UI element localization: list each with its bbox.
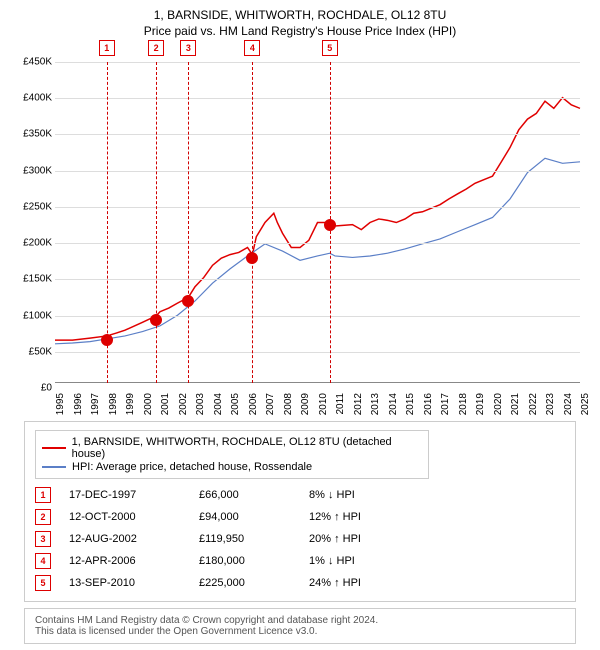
- x-axis-label: 2017: [440, 393, 451, 415]
- x-axis-label: 2022: [528, 393, 539, 415]
- x-axis-label: 2008: [283, 393, 294, 415]
- x-axis-label: 2010: [318, 393, 329, 415]
- x-axis-label: 2024: [563, 393, 574, 415]
- x-axis-label: 2015: [405, 393, 416, 415]
- y-axis-label: £0: [10, 383, 52, 394]
- footer-line1: Contains HM Land Registry data © Crown c…: [35, 615, 565, 626]
- sale-price: £225,000: [199, 577, 309, 589]
- y-axis-label: £50K: [10, 346, 52, 357]
- x-axis-label: 2005: [230, 393, 241, 415]
- x-axis-label: 2021: [510, 393, 521, 415]
- x-axis-label: 2025: [580, 393, 591, 415]
- y-axis-label: £450K: [10, 57, 52, 68]
- sale-date: 12-APR-2006: [69, 555, 199, 567]
- footer-line2: This data is licensed under the Open Gov…: [35, 626, 565, 637]
- x-axis-label: 2004: [213, 393, 224, 415]
- y-axis-label: £200K: [10, 238, 52, 249]
- legend-line-series1: [42, 447, 66, 449]
- sale-diff: 24% ↑ HPI: [309, 577, 419, 589]
- sale-point: [101, 334, 113, 346]
- x-axis-label: 2001: [160, 393, 171, 415]
- x-axis-label: 1995: [55, 393, 66, 415]
- chart-title: 1, BARNSIDE, WHITWORTH, ROCHDALE, OL12 8…: [10, 8, 590, 22]
- event-marker: 4: [244, 40, 260, 56]
- sales-list: 117-DEC-1997£66,0008% ↓ HPI212-OCT-2000£…: [35, 487, 565, 591]
- sale-point: [246, 252, 258, 264]
- sale-price: £119,950: [199, 533, 309, 545]
- x-axis-label: 2003: [195, 393, 206, 415]
- sale-marker-ref: 5: [35, 575, 51, 591]
- x-axis-label: 2019: [475, 393, 486, 415]
- legend-label-series1: 1, BARNSIDE, WHITWORTH, ROCHDALE, OL12 8…: [72, 436, 422, 460]
- chart-subtitle: Price paid vs. HM Land Registry's House …: [10, 24, 590, 38]
- y-axis-label: £350K: [10, 129, 52, 140]
- y-axis-label: £300K: [10, 165, 52, 176]
- sale-diff: 12% ↑ HPI: [309, 511, 419, 523]
- event-marker: 5: [322, 40, 338, 56]
- x-axis-label: 2002: [178, 393, 189, 415]
- x-axis-label: 2013: [370, 393, 381, 415]
- event-marker: 3: [180, 40, 196, 56]
- sale-date: 12-AUG-2002: [69, 533, 199, 545]
- sale-date: 12-OCT-2000: [69, 511, 199, 523]
- event-marker: 2: [148, 40, 164, 56]
- legend: 1, BARNSIDE, WHITWORTH, ROCHDALE, OL12 8…: [35, 430, 429, 479]
- sale-diff: 1% ↓ HPI: [309, 555, 419, 567]
- x-axis-label: 1999: [125, 393, 136, 415]
- sale-row: 4 12-APR-2006£180,0001% ↓ HPI: [35, 553, 565, 569]
- x-axis-label: 2020: [493, 393, 504, 415]
- sale-date: 13-SEP-2010: [69, 577, 199, 589]
- sale-diff: 8% ↓ HPI: [309, 489, 419, 501]
- sale-row: 3 12-AUG-2002£119,95020% ↑ HPI: [35, 531, 565, 547]
- legend-line-series2: [42, 466, 66, 468]
- sale-price: £180,000: [199, 555, 309, 567]
- sale-point: [150, 314, 162, 326]
- y-axis-label: £150K: [10, 274, 52, 285]
- sale-marker-ref: 3: [35, 531, 51, 547]
- sale-point: [182, 295, 194, 307]
- x-axis-label: 2000: [143, 393, 154, 415]
- sale-date: 17-DEC-1997: [69, 489, 199, 501]
- event-marker: 1: [99, 40, 115, 56]
- x-axis-label: 2023: [545, 393, 556, 415]
- sale-point: [324, 219, 336, 231]
- x-axis-label: 2006: [248, 393, 259, 415]
- sale-row: 5 13-SEP-2010£225,00024% ↑ HPI: [35, 575, 565, 591]
- y-axis-label: £250K: [10, 201, 52, 212]
- y-axis-label: £400K: [10, 93, 52, 104]
- x-axis-label: 1997: [90, 393, 101, 415]
- sale-price: £94,000: [199, 511, 309, 523]
- sale-marker-ref: 2: [35, 509, 51, 525]
- x-axis-label: 2018: [458, 393, 469, 415]
- x-axis-label: 1996: [73, 393, 84, 415]
- x-axis-label: 2011: [335, 393, 346, 415]
- sale-price: £66,000: [199, 489, 309, 501]
- sale-marker-ref: 4: [35, 553, 51, 569]
- sale-marker-ref: 1: [35, 487, 51, 503]
- sale-row: 2 12-OCT-2000£94,00012% ↑ HPI: [35, 509, 565, 525]
- chart: £0 £50K £100K £150K £200K £250K £300K £350K £400…: [10, 58, 590, 413]
- x-axis-label: 2016: [423, 393, 434, 415]
- y-axis-label: £100K: [10, 310, 52, 321]
- x-axis-label: 2007: [265, 393, 276, 415]
- x-axis-label: 2009: [300, 393, 311, 415]
- x-axis-label: 2014: [388, 393, 399, 415]
- footer: Contains HM Land Registry data © Crown c…: [24, 608, 576, 644]
- sale-diff: 20% ↑ HPI: [309, 533, 419, 545]
- sale-row: 1 17-DEC-1997£66,0008% ↓ HPI: [35, 487, 565, 503]
- x-axis-label: 2012: [353, 393, 364, 415]
- legend-and-sales-panel: 1, BARNSIDE, WHITWORTH, ROCHDALE, OL12 8…: [24, 421, 576, 602]
- x-axis-label: 1998: [108, 393, 119, 415]
- legend-label-series2: HPI: Average price, detached house, Ross…: [72, 461, 312, 473]
